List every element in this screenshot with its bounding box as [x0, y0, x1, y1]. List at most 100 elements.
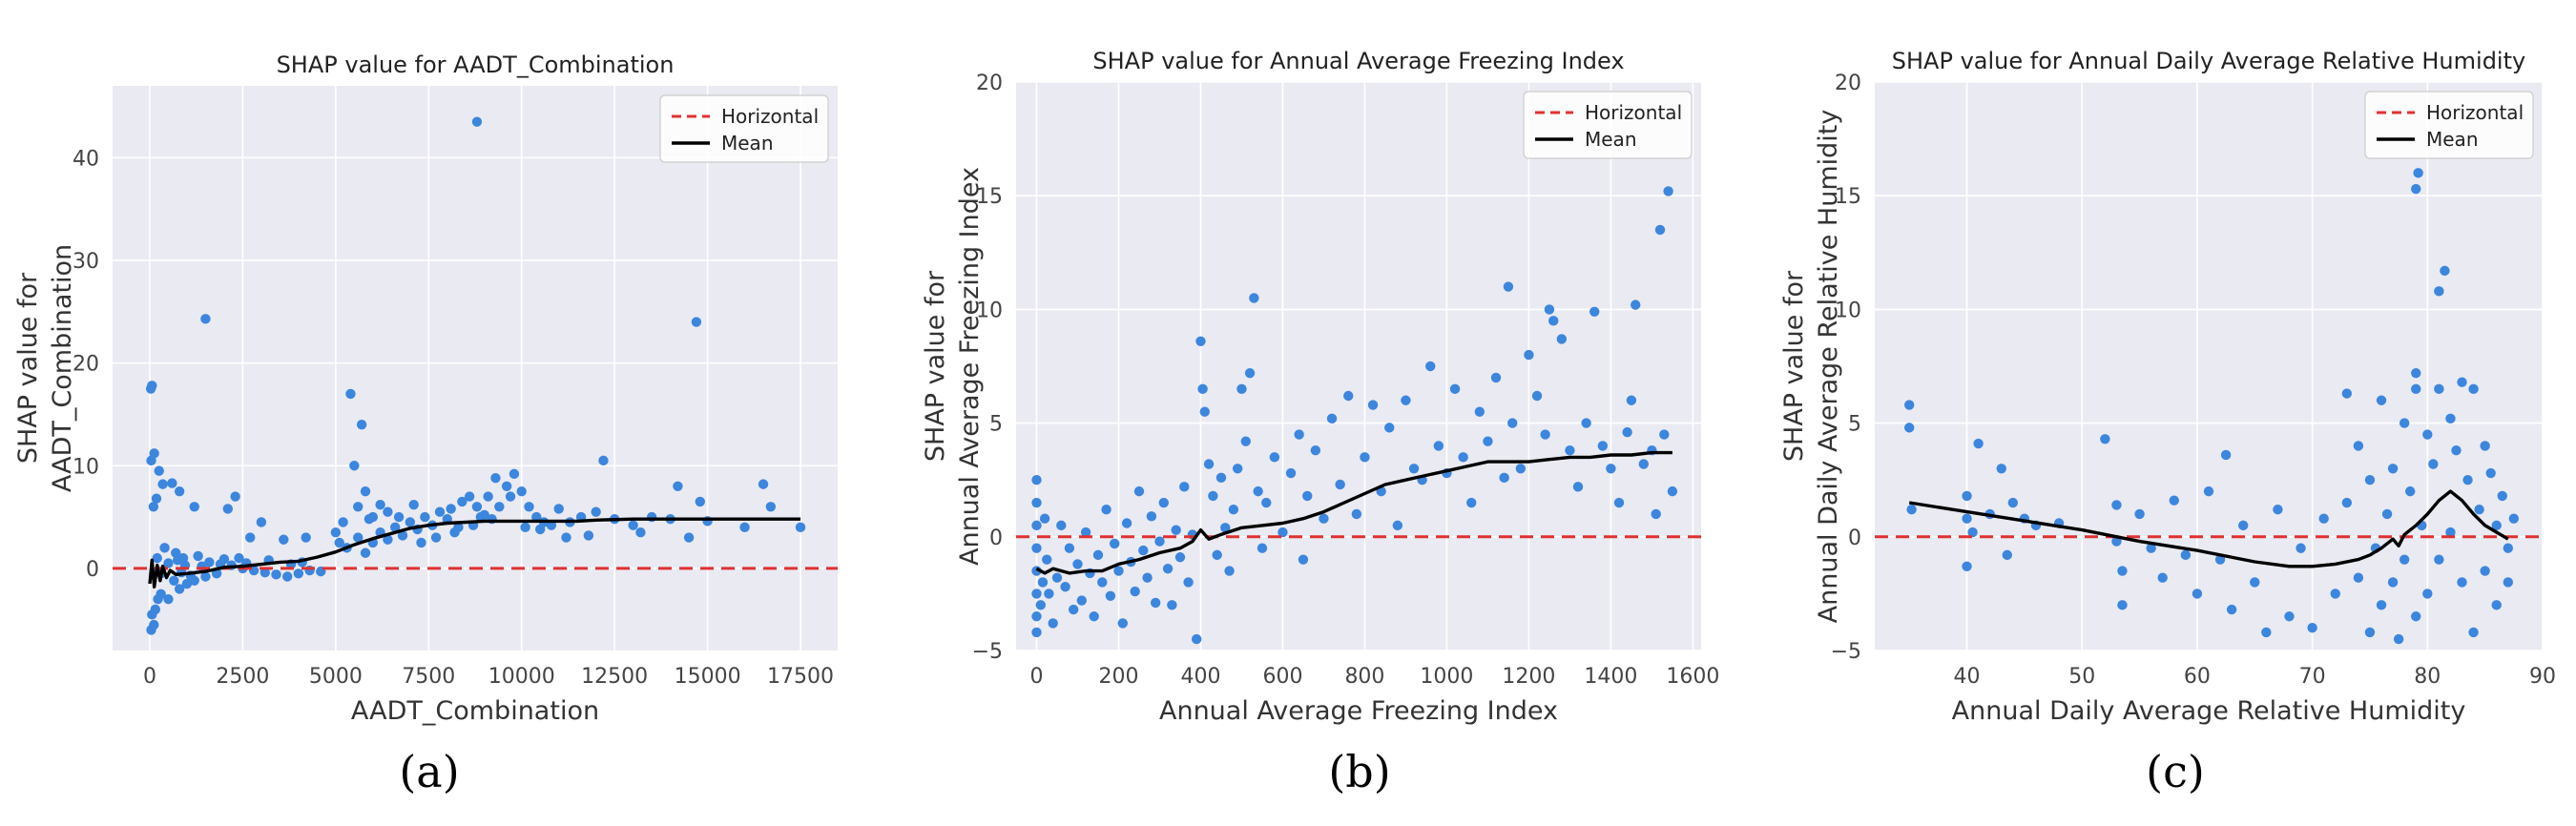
data-point — [2364, 475, 2376, 485]
data-point — [2341, 497, 2353, 508]
data-point — [1384, 423, 1395, 433]
data-point — [2457, 377, 2467, 387]
legend-box — [1523, 91, 1693, 159]
data-point — [635, 527, 646, 538]
data-point — [1906, 504, 1917, 515]
data-point — [169, 575, 179, 587]
data-point — [1638, 459, 1650, 469]
data-point — [2399, 418, 2410, 428]
data-point — [1490, 372, 1502, 383]
data-point — [1326, 413, 1338, 424]
data-point — [1962, 513, 1972, 524]
data-point — [1572, 482, 1584, 492]
data-point — [2387, 577, 2399, 588]
data-point — [1581, 418, 1591, 428]
data-point — [490, 472, 501, 484]
data-point — [2457, 577, 2467, 588]
x-tick-label: 200 — [1098, 665, 1138, 689]
data-point — [1466, 497, 1477, 508]
data-point — [1215, 472, 1227, 484]
data-point — [1613, 497, 1625, 508]
data-point — [2353, 572, 2364, 583]
data-point — [353, 502, 364, 512]
data-point — [1524, 349, 1534, 361]
data-point — [2146, 543, 2156, 553]
data-point — [2491, 520, 2502, 531]
data-point — [1606, 464, 1616, 474]
data-point — [2284, 611, 2295, 622]
data-point — [1142, 572, 1153, 583]
data-point — [1056, 520, 1067, 531]
y-tick-label: −5 — [1831, 640, 1861, 664]
data-point — [1208, 490, 1218, 502]
data-point — [1269, 452, 1280, 463]
data-point — [420, 511, 430, 523]
y-axis-label: SHAP value for — [13, 272, 43, 464]
data-point — [1109, 538, 1120, 549]
data-point — [2468, 627, 2479, 638]
data-point — [154, 465, 164, 476]
data-point — [673, 481, 683, 491]
data-point — [1631, 299, 1641, 310]
data-point — [230, 491, 240, 502]
data-point — [393, 511, 405, 523]
data-point — [1335, 479, 1345, 490]
data-point — [2007, 497, 2019, 508]
data-point — [1220, 523, 1231, 533]
data-point — [163, 558, 174, 568]
data-point — [416, 537, 426, 548]
data-point — [1285, 467, 1297, 479]
data-point — [148, 502, 159, 512]
data-point — [1351, 508, 1362, 520]
data-point — [1298, 554, 1309, 565]
data-point — [2411, 383, 2421, 395]
data-point — [2117, 566, 2128, 576]
y-tick-label: −5 — [972, 640, 1003, 664]
data-point — [353, 532, 364, 543]
data-point — [1401, 395, 1411, 405]
data-point — [1097, 577, 1108, 588]
data-point — [234, 552, 244, 564]
data-point — [553, 504, 564, 514]
data-point — [1240, 436, 1251, 446]
y-tick-label: 10 — [73, 455, 99, 479]
data-point — [1253, 485, 1263, 497]
data-point — [2226, 604, 2237, 615]
data-point — [2445, 527, 2456, 538]
legend-label-horizontal: Horizontal — [2426, 101, 2524, 124]
data-point — [1150, 597, 1161, 609]
data-point — [516, 485, 527, 497]
data-point — [2273, 504, 2283, 515]
data-point — [1343, 390, 1354, 402]
data-point — [245, 532, 256, 543]
x-tick-label: 0 — [143, 665, 156, 689]
legend-label-horizontal: Horizontal — [721, 105, 819, 128]
data-point — [2485, 467, 2496, 479]
x-tick-label: 50 — [2068, 665, 2095, 689]
data-point — [1626, 395, 1637, 405]
y-tick-label: 20 — [73, 353, 99, 377]
data-point — [1121, 518, 1132, 528]
data-point — [181, 578, 193, 589]
data-point — [1154, 536, 1165, 547]
data-point — [2405, 485, 2416, 497]
plot-area — [1875, 82, 2543, 650]
data-point — [2399, 554, 2410, 565]
y-tick-label: 15 — [1835, 185, 1861, 209]
data-point — [457, 496, 467, 507]
data-point — [509, 468, 520, 480]
data-point — [1035, 600, 1046, 610]
chart-panel-a: 0 2500 5000 7500 10000 12500 15000 17500 0 10 20 30… — [13, 52, 838, 797]
data-point — [1031, 611, 1042, 622]
mean-line — [1035, 450, 1672, 575]
data-point — [2169, 495, 2179, 506]
data-layer — [113, 116, 838, 635]
x-tick-label: 2500 — [216, 665, 269, 689]
data-layer — [1875, 168, 2543, 645]
y-tick-label: 5 — [989, 413, 1003, 437]
data-point — [1294, 429, 1304, 440]
data-point — [520, 522, 530, 533]
data-point — [334, 537, 344, 548]
data-point — [174, 584, 185, 594]
data-point — [531, 511, 542, 523]
